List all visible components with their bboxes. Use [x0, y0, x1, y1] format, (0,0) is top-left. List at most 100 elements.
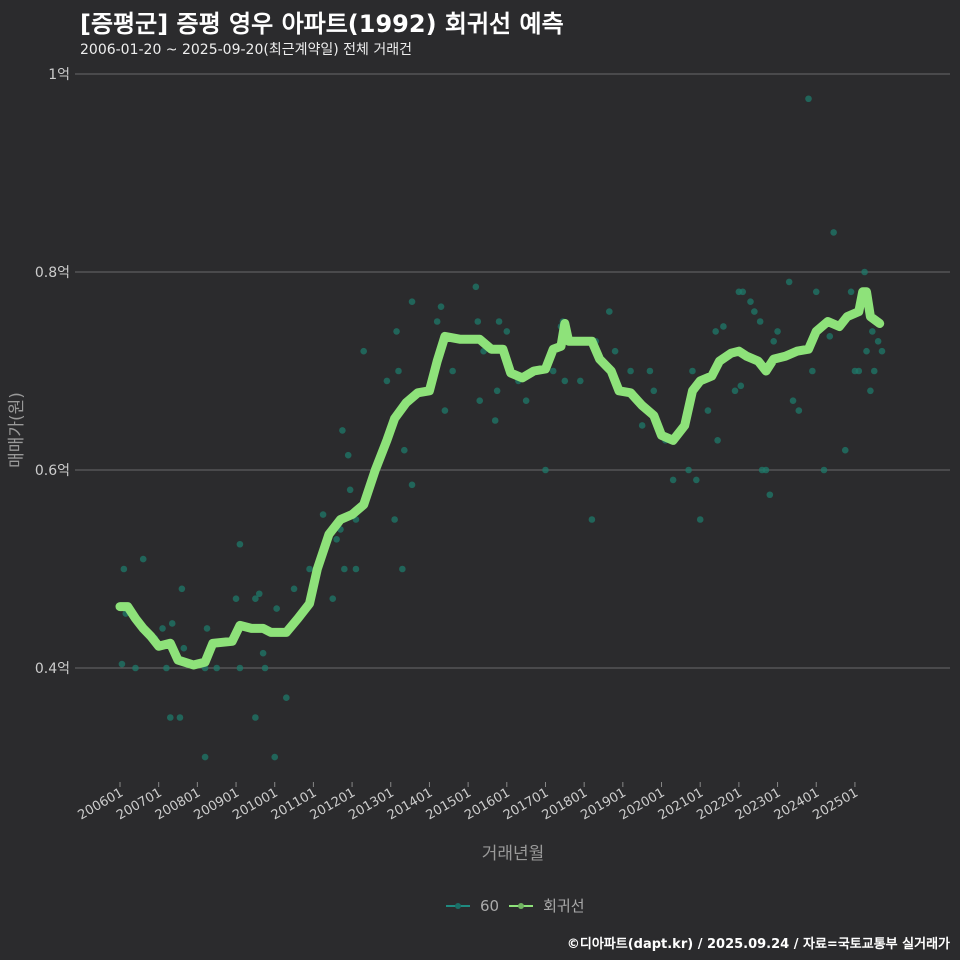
- scatter-point: [333, 536, 340, 543]
- scatter-point: [203, 625, 211, 632]
- scatter-point: [522, 397, 530, 405]
- scatter-point: [847, 288, 855, 296]
- scatter-point: [650, 387, 658, 395]
- scatter-point: [561, 377, 569, 385]
- scatter-point: [180, 644, 188, 652]
- scatter-point: [855, 367, 863, 375]
- scatter-point: [549, 367, 557, 375]
- scatter-point: [236, 664, 244, 672]
- scatter-point: [870, 367, 878, 375]
- scatter-point: [201, 753, 209, 761]
- scatter-point: [159, 625, 166, 632]
- y-axis-label: 매매가(원): [7, 392, 27, 468]
- scatter-point: [360, 347, 367, 355]
- scatter-point: [606, 308, 613, 315]
- scatter-point: [689, 367, 696, 375]
- scatter-point: [747, 298, 754, 306]
- scatter-point: [785, 278, 793, 286]
- scatter-point: [731, 387, 739, 395]
- scatter-point: [383, 377, 391, 385]
- scatter-point: [408, 298, 416, 306]
- scatter-point: [774, 328, 781, 335]
- scatter-point: [399, 565, 406, 573]
- scatter-point: [812, 288, 820, 296]
- scatter-point: [766, 491, 774, 499]
- scatter-point: [271, 753, 279, 761]
- scatter-point: [841, 446, 849, 454]
- scatter-point: [395, 367, 402, 375]
- scatter-point: [344, 451, 352, 459]
- scatter-point: [704, 407, 712, 414]
- scatter-point: [503, 328, 511, 335]
- x-axis-label: 거래년월: [482, 844, 545, 864]
- scatter-point: [339, 427, 346, 434]
- scatter-point: [874, 338, 882, 345]
- scatter-point: [283, 694, 290, 701]
- scatter-point: [739, 288, 747, 296]
- source-credit: ©디아파트(dapt.kr) / 2025.09.24 / 자료=국토교통부 실…: [566, 937, 950, 952]
- scatter-point: [176, 714, 184, 721]
- legend: 60 회귀선: [446, 895, 585, 916]
- scatter-point: [696, 516, 704, 523]
- scatter-point: [139, 555, 147, 563]
- scatter-point: [252, 714, 259, 721]
- legend-key-60: [446, 904, 470, 907]
- scatter-point: [493, 387, 501, 395]
- scatter-point: [751, 308, 758, 315]
- scatter-point: [163, 664, 170, 672]
- legend-key-regression: [509, 904, 534, 907]
- scatter-point: [542, 466, 549, 474]
- scatter-point: [393, 328, 400, 335]
- scatter-point: [261, 664, 269, 672]
- scatter-point: [118, 660, 126, 668]
- scatter-point: [352, 565, 360, 573]
- scatter-point: [795, 407, 803, 414]
- scatter-point: [867, 387, 874, 395]
- scatter-point: [576, 377, 584, 385]
- scatter-point: [685, 466, 692, 474]
- scatter-point: [290, 585, 298, 593]
- y-tick-label: 0.4억: [35, 661, 70, 677]
- scatter-point: [830, 229, 837, 236]
- scatter-point: [255, 590, 263, 598]
- scatter-point: [809, 367, 816, 375]
- scatter-point: [259, 649, 267, 657]
- scatter-point: [166, 714, 174, 721]
- scatter-point: [120, 565, 128, 573]
- y-tick-label: 0.8억: [35, 265, 70, 281]
- scatter-point: [789, 397, 797, 405]
- scatter-point: [756, 318, 764, 325]
- scatter-point: [693, 476, 700, 484]
- scatter-point: [346, 486, 354, 494]
- scatter-point: [770, 338, 777, 345]
- scatter-point: [646, 367, 654, 375]
- chart-title: [증평군] 증평 영우 아파트(1992) 회귀선 예측: [80, 10, 564, 38]
- scatter-point: [441, 407, 449, 414]
- scatter-point: [232, 595, 240, 602]
- scatter-point: [449, 367, 456, 375]
- scatter-point: [826, 333, 834, 340]
- y-tick-label: 1억: [48, 67, 70, 83]
- scatter-point: [805, 95, 812, 103]
- scatter-point: [476, 397, 484, 405]
- scatter-point: [714, 437, 721, 444]
- scatter-point: [669, 476, 677, 484]
- chart-subtitle: 2006-01-20 ~ 2025-09-20(최근계약일) 전체 거래건: [80, 42, 412, 58]
- scatter-point: [820, 466, 828, 474]
- scatter-point: [627, 367, 634, 375]
- scatter-point: [341, 565, 348, 573]
- scatter-point: [869, 328, 876, 335]
- scatter-point: [306, 565, 313, 573]
- scatter-point: [391, 516, 398, 523]
- scatter-point: [861, 268, 868, 276]
- regression-line: [115, 287, 885, 670]
- scatter-point: [252, 595, 259, 602]
- scatter-point: [213, 664, 220, 672]
- y-tick-label: 0.6억: [35, 463, 70, 479]
- scatter-point: [408, 481, 416, 489]
- scatter-point: [712, 328, 719, 335]
- scatter-point: [273, 605, 280, 612]
- legend-label-60: 60: [480, 896, 500, 915]
- scatter-point: [491, 417, 499, 424]
- scatter-point: [168, 620, 176, 627]
